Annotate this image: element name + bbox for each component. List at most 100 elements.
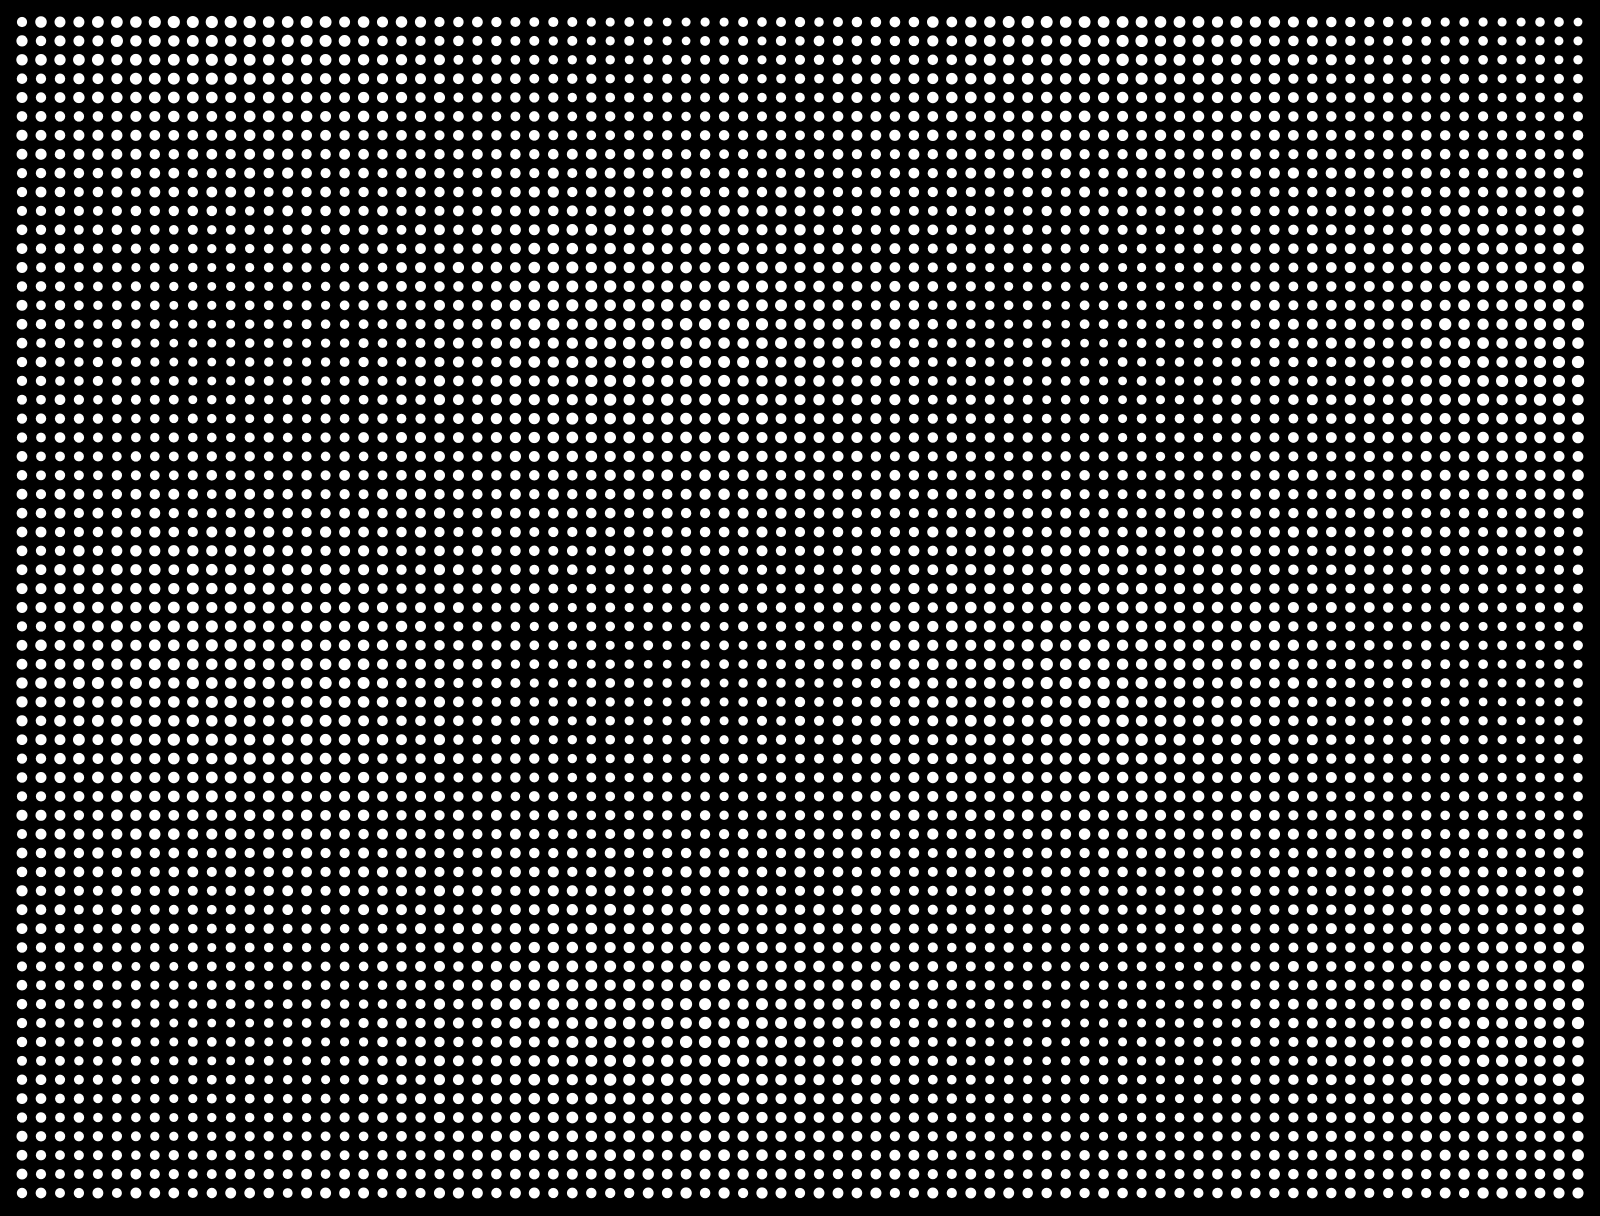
dot [1155,451,1166,462]
dot [1420,280,1433,293]
dot [870,640,882,651]
dot [55,451,65,462]
dot [149,582,161,595]
dot [529,847,540,859]
dot [1571,1073,1585,1086]
dot [946,961,958,972]
dot [718,1073,731,1086]
dot [1059,696,1072,708]
dot [150,1018,160,1028]
dot [1401,356,1414,368]
dot [320,545,331,556]
dot [813,450,825,463]
dot [623,1130,636,1143]
dot [415,942,426,953]
dot [1306,791,1318,802]
dot [624,716,634,726]
dot [1496,431,1508,444]
dot [1514,1073,1528,1086]
dot [813,998,825,1010]
dot [358,205,369,217]
dot [1022,980,1033,991]
dot [1534,224,1546,236]
dot [965,1018,976,1028]
dot [1306,35,1318,47]
dot [1269,923,1280,934]
dot [718,412,731,425]
dot [643,54,654,65]
dot [74,338,84,348]
dot [150,1037,160,1047]
dot [16,111,28,122]
dot [111,470,123,481]
dot [187,904,198,915]
dot [54,470,66,481]
dot [794,1017,806,1029]
dot [985,300,995,311]
dot [319,695,332,708]
dot [510,885,521,897]
dot [490,998,503,1010]
dot [1060,243,1071,254]
dot [396,923,407,934]
dot [491,167,502,179]
dot [452,885,464,897]
dot [1496,318,1508,330]
dot [1193,262,1204,273]
dot [244,470,255,481]
dot [832,1112,844,1123]
dot [889,942,900,953]
dot [1420,979,1433,992]
dot [377,999,388,1009]
dot [642,394,654,406]
dot [946,601,958,614]
dot [719,810,729,821]
dot [1553,866,1565,878]
dot [946,72,958,85]
dot [1572,224,1584,236]
dot [832,356,844,368]
dot [92,847,104,859]
dot [1118,1037,1128,1047]
dot [149,563,161,576]
dot [965,733,977,746]
dot [396,148,407,160]
dot [16,979,28,991]
dot [433,1111,446,1124]
dot [1496,280,1508,293]
dot [1307,885,1318,896]
dot [224,790,237,803]
dot [661,469,674,482]
dot [168,451,179,462]
dot [642,979,654,991]
dot [984,243,995,254]
dot [813,828,825,840]
dot [965,1131,976,1142]
dot [187,168,198,179]
dot [510,186,521,198]
dot [680,205,692,217]
dot [814,17,824,27]
dot [186,733,199,746]
dot [1193,357,1204,367]
dot [396,394,407,405]
dot [1496,847,1508,859]
dot [1060,866,1071,878]
dot [16,526,28,538]
dot [1078,545,1091,557]
dot [149,488,161,500]
dot [775,734,787,745]
dot [1155,225,1166,235]
dot [642,1073,655,1086]
dot [737,1073,750,1086]
dot [1439,1130,1451,1142]
dot [301,942,312,953]
dot [1002,16,1015,28]
dot [737,224,749,236]
dot [35,54,47,66]
dot [111,696,123,708]
dot [548,545,559,556]
dot [1440,73,1451,84]
dot [1382,1093,1394,1104]
dot [567,489,578,500]
